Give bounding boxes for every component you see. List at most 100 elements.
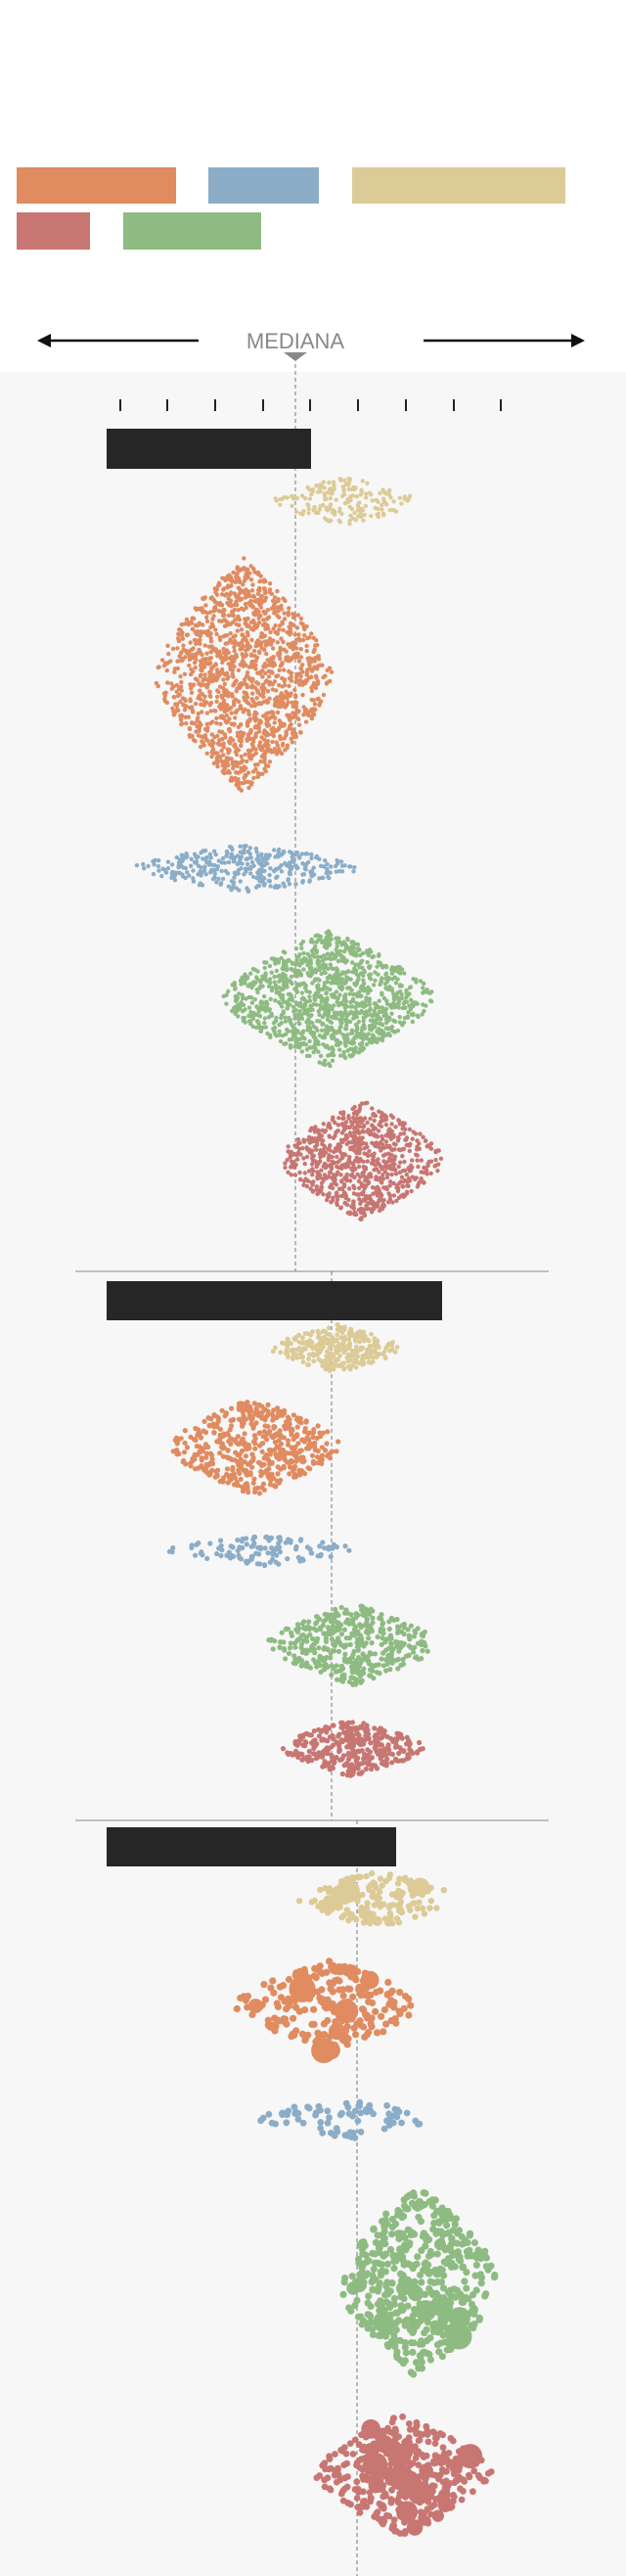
dot <box>251 874 256 880</box>
dot <box>374 1355 380 1359</box>
dot <box>331 1115 335 1120</box>
dot <box>276 1479 282 1486</box>
dot <box>372 1151 377 1156</box>
dot <box>334 1129 338 1135</box>
dot <box>226 989 231 994</box>
dot <box>285 967 290 973</box>
dot <box>421 986 425 990</box>
dot <box>284 703 290 708</box>
dot <box>198 1435 204 1441</box>
dot <box>272 679 278 684</box>
dot <box>372 1011 378 1016</box>
dot <box>365 1159 370 1164</box>
dot <box>252 967 257 972</box>
dot <box>346 486 352 492</box>
dot <box>239 982 244 987</box>
dot <box>288 1155 292 1160</box>
dot <box>245 695 250 700</box>
dot <box>253 667 258 671</box>
dot <box>244 1541 249 1547</box>
dot <box>284 729 289 734</box>
dot <box>270 986 275 990</box>
dot <box>370 1123 375 1127</box>
dot <box>306 659 311 664</box>
dot <box>197 726 201 731</box>
dot <box>267 587 273 592</box>
dot <box>250 691 255 696</box>
dot <box>346 1186 352 1191</box>
dot <box>356 946 361 951</box>
dot <box>314 1147 319 1152</box>
dot <box>243 1481 248 1488</box>
dot <box>292 1173 298 1177</box>
dot <box>342 1055 348 1061</box>
dot <box>268 1035 273 1040</box>
dot <box>362 1116 368 1121</box>
dot <box>233 1440 240 1446</box>
dot <box>384 998 389 1003</box>
dot <box>241 851 246 855</box>
dot <box>345 497 350 502</box>
dot <box>315 977 321 982</box>
dot <box>369 514 374 519</box>
dot <box>289 993 293 998</box>
dot <box>353 962 358 967</box>
dot <box>232 644 237 650</box>
dot <box>200 668 204 673</box>
dot <box>344 1202 350 1208</box>
dot <box>339 1016 344 1022</box>
dot <box>334 497 338 502</box>
dot <box>264 716 269 722</box>
dot <box>389 971 395 976</box>
dot <box>251 863 256 868</box>
dot <box>332 1052 336 1058</box>
dot <box>201 596 205 602</box>
dot <box>328 1351 334 1357</box>
dot <box>189 690 195 695</box>
dot <box>262 728 267 733</box>
dot <box>218 714 223 720</box>
dot <box>239 743 244 749</box>
dot <box>338 1173 343 1177</box>
dot <box>263 852 269 857</box>
dot <box>200 606 204 611</box>
dot <box>204 629 209 635</box>
dot <box>230 1008 235 1014</box>
dot <box>231 883 236 888</box>
dot <box>380 1167 384 1172</box>
dot <box>323 1009 328 1014</box>
dot <box>318 863 324 868</box>
dot <box>245 640 249 645</box>
dot <box>248 652 254 657</box>
dot <box>267 581 273 586</box>
dot <box>201 665 207 669</box>
dot <box>193 701 199 707</box>
dot <box>379 1115 383 1120</box>
dot <box>335 1123 340 1127</box>
dot <box>391 1157 396 1162</box>
panel <box>0 372 626 2576</box>
dot <box>251 612 256 617</box>
dot <box>269 670 274 675</box>
dot <box>296 1467 302 1473</box>
dot <box>311 1049 316 1055</box>
dot <box>249 637 254 643</box>
dot <box>293 509 299 515</box>
dot <box>370 498 375 503</box>
dot <box>315 987 321 991</box>
dot <box>409 1002 415 1007</box>
dot <box>335 1332 340 1338</box>
dot <box>208 700 214 706</box>
dot <box>273 1032 278 1036</box>
dot <box>208 639 214 644</box>
dot <box>236 785 242 790</box>
dot <box>373 1005 379 1011</box>
dot <box>300 872 305 877</box>
dot <box>207 1472 213 1478</box>
dot <box>278 623 283 628</box>
dot <box>345 1033 350 1037</box>
dot <box>198 633 202 638</box>
dot <box>244 587 248 592</box>
dot <box>352 510 357 516</box>
dot <box>391 1132 396 1138</box>
